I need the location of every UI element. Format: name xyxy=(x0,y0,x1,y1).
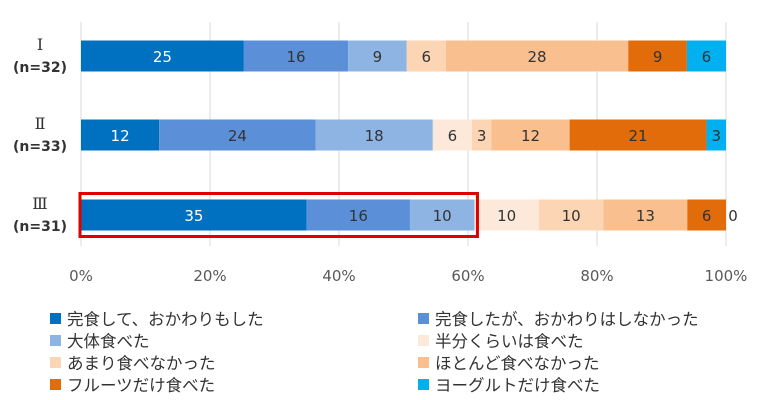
data-label: 9 xyxy=(653,48,663,66)
bar-segment xyxy=(628,40,687,72)
data-label: 18 xyxy=(365,127,384,145)
bar-segment xyxy=(406,40,446,72)
data-label: 10 xyxy=(562,207,581,225)
data-label: 6 xyxy=(422,48,432,66)
legend-label: 完食して、おかわりもした xyxy=(67,310,264,329)
data-label: 6 xyxy=(702,48,712,66)
bar-segment xyxy=(348,40,407,72)
highlight-box xyxy=(78,192,479,238)
legend-label: 完食したが、おかわりはしなかった xyxy=(435,310,699,329)
data-label: 35 xyxy=(184,207,203,225)
x-tick-label: 0% xyxy=(69,267,93,285)
x-tick-label: 40% xyxy=(322,267,355,285)
bar-segment xyxy=(687,199,726,231)
data-label: 13 xyxy=(636,207,655,225)
data-label: 25 xyxy=(153,48,172,66)
legend-label: フルーツだけ食べた xyxy=(67,376,216,395)
data-label: 12 xyxy=(111,127,130,145)
bar-segment xyxy=(491,119,570,151)
x-tick-label: 80% xyxy=(580,267,613,285)
legend-label: ヨーグルトだけ食べた xyxy=(435,376,600,395)
bar-segment xyxy=(686,40,726,72)
bar-segment xyxy=(159,119,316,151)
x-tick-label: 20% xyxy=(193,267,226,285)
bar-segment xyxy=(243,40,349,72)
legend-item: 半分くらいは食べた xyxy=(418,328,584,352)
x-tick-label: 100% xyxy=(705,267,748,285)
data-label: 28 xyxy=(528,48,547,66)
bar-segment xyxy=(432,119,472,151)
category-label: Ⅲ xyxy=(32,194,47,213)
data-label: 12 xyxy=(521,127,540,145)
legend-label: あまり食べなかった xyxy=(67,354,216,373)
category-n-label: (n=33) xyxy=(13,139,67,155)
bar-segment xyxy=(569,119,707,151)
legend-label: 大体食べた xyxy=(67,332,150,351)
legend-swatch xyxy=(50,356,61,368)
legend-item: 大体食べた xyxy=(50,328,150,352)
bar-segment xyxy=(81,199,307,231)
legend-item: フルーツだけ食べた xyxy=(50,372,215,396)
bar-segment xyxy=(706,119,726,151)
legend-swatch xyxy=(418,356,429,368)
legend-swatch xyxy=(418,334,429,346)
x-tick-label: 60% xyxy=(451,267,484,285)
data-label: 10 xyxy=(433,207,452,225)
category-label: Ⅰ xyxy=(37,35,43,54)
legend-swatch xyxy=(50,378,61,390)
data-label: 3 xyxy=(711,127,721,145)
category-n-label: (n=32) xyxy=(13,60,67,76)
data-label: 6 xyxy=(448,127,458,145)
legend-swatch xyxy=(50,312,61,324)
bar-segment xyxy=(474,199,539,231)
legend-swatch xyxy=(418,378,429,390)
legend-item: 完食して、おかわりもした xyxy=(50,306,264,330)
data-label: 0 xyxy=(728,207,738,225)
bar-segment xyxy=(315,119,433,151)
category-n-label: (n=31) xyxy=(13,219,67,235)
bar-segment xyxy=(471,119,492,151)
data-label: 9 xyxy=(373,48,383,66)
bar-segment xyxy=(538,199,604,231)
legend-item: ヨーグルトだけ食べた xyxy=(418,372,600,396)
legend-item: あまり食べなかった xyxy=(50,350,216,374)
legend-swatch xyxy=(418,312,429,324)
data-label: 3 xyxy=(477,127,487,145)
legend-item: ほとんど食べなかった xyxy=(418,350,600,374)
bar-segment xyxy=(81,119,160,151)
stacked-bar-chart: 25169062896Ⅰ(n=32)1224186312213Ⅱ(n=33)35… xyxy=(13,22,748,285)
data-label: 21 xyxy=(628,127,647,145)
data-label: 16 xyxy=(286,48,305,66)
legend-item: 完食したが、おかわりはしなかった xyxy=(418,306,699,330)
legend-swatch xyxy=(50,334,61,346)
data-label: 6 xyxy=(702,207,712,225)
data-label: 16 xyxy=(349,207,368,225)
bar-segment xyxy=(603,199,688,231)
category-label: Ⅱ xyxy=(35,114,46,133)
data-label: 10 xyxy=(497,207,516,225)
bar-segment xyxy=(306,199,410,231)
bar-segment xyxy=(409,199,475,231)
data-label: 24 xyxy=(228,127,247,145)
legend-label: 半分くらいは食べた xyxy=(435,332,584,351)
bar-segment xyxy=(81,40,244,72)
bar-segment xyxy=(445,40,629,72)
legend-label: ほとんど食べなかった xyxy=(435,354,600,373)
